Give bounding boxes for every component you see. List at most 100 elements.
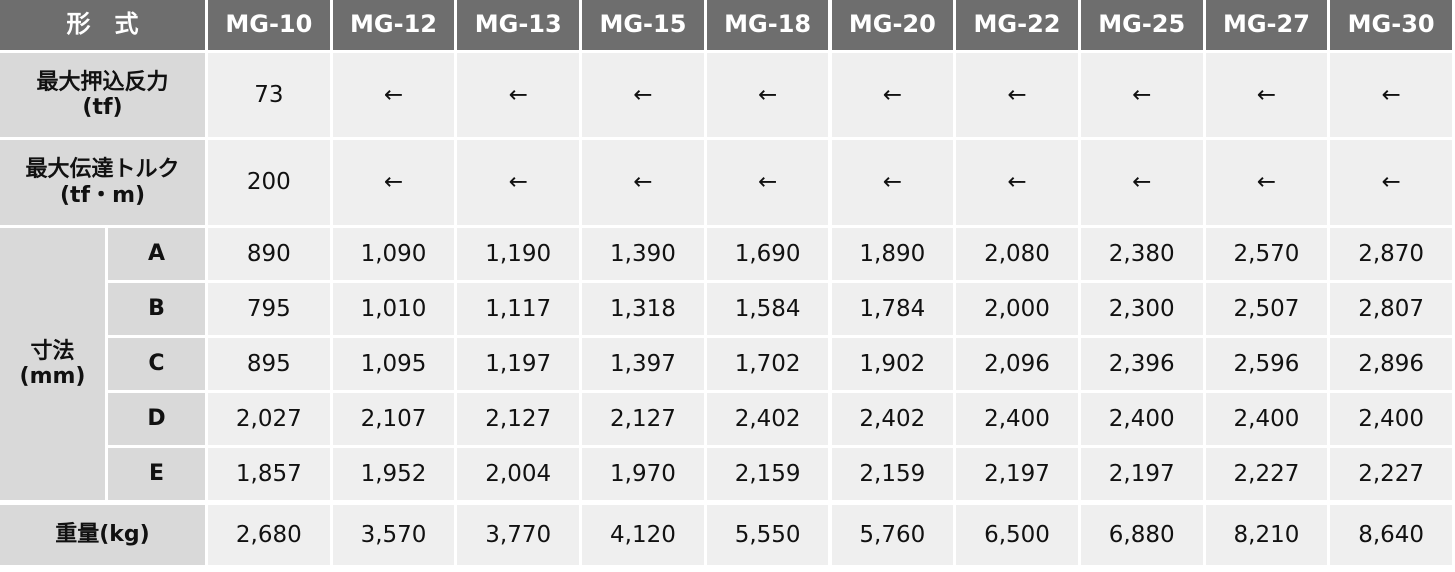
- cell-text: 2,027: [235, 405, 302, 432]
- value-cell: 1,390: [582, 228, 704, 280]
- cell-text: 1,117: [485, 295, 552, 322]
- cell-text: 2,596: [1233, 350, 1300, 377]
- cell-text: ←: [1132, 169, 1152, 196]
- value-cell: 1,784: [831, 283, 954, 335]
- value-cell: ←: [1330, 140, 1452, 225]
- cell-text: 1,690: [734, 240, 801, 267]
- value-cell: 795: [208, 283, 330, 335]
- value-cell: 2,400: [956, 393, 1078, 445]
- header-model: MG-10: [208, 0, 330, 50]
- cell-text: D: [147, 406, 166, 432]
- cell-text: ←: [1381, 169, 1401, 196]
- cell-text: 2,402: [859, 405, 926, 432]
- value-cell: ←: [831, 140, 954, 225]
- cell-text: 2,396: [1108, 350, 1175, 377]
- value-cell: 2,570: [1205, 228, 1328, 280]
- cell-text: 2,127: [610, 405, 676, 432]
- cell-text: 1,952: [360, 460, 427, 487]
- cell-text: ←: [383, 169, 404, 196]
- value-cell: 1,090: [332, 228, 455, 280]
- value-cell: 2,159: [831, 448, 954, 500]
- cell-text: 795: [246, 295, 291, 322]
- value-cell: 3,570: [332, 505, 455, 565]
- value-cell: 2,127: [457, 393, 580, 445]
- value-cell: ←: [457, 53, 580, 137]
- cell-text: 2,227: [1233, 460, 1300, 487]
- cell-text: 73: [254, 81, 284, 108]
- cell-text: 2,107: [360, 405, 427, 432]
- cell-text: ←: [508, 81, 528, 108]
- cell-text: ←: [1007, 81, 1027, 108]
- value-cell: 2,680: [208, 505, 330, 565]
- value-cell: 1,190: [457, 228, 580, 280]
- header-model: MG-18: [706, 0, 829, 50]
- value-cell: 2,159: [706, 448, 829, 500]
- value-cell: 5,550: [706, 505, 829, 565]
- cell-text: (tf): [82, 95, 123, 120]
- value-cell: 1,952: [332, 448, 455, 500]
- value-cell: 2,000: [956, 283, 1078, 335]
- cell-text: 1,190: [485, 240, 552, 267]
- header-label: 形 式: [0, 0, 205, 50]
- cell-text: 2,159: [859, 460, 926, 487]
- value-cell: ←: [1205, 140, 1328, 225]
- cell-text: 2,300: [1108, 295, 1175, 322]
- value-cell: 2,380: [1080, 228, 1203, 280]
- cell-text: 重量(kg): [55, 522, 150, 548]
- cell-text: 890: [246, 240, 291, 267]
- cell-text: 2,400: [984, 405, 1050, 432]
- cell-text: 8,640: [1358, 521, 1425, 548]
- value-cell: 1,010: [332, 283, 455, 335]
- cell-text: ←: [508, 169, 528, 196]
- value-cell: 2,400: [1080, 393, 1203, 445]
- value-cell: 1,584: [706, 283, 829, 335]
- value-cell: 1,397: [582, 338, 704, 390]
- cell-text: ←: [633, 81, 653, 108]
- value-cell: 6,500: [956, 505, 1078, 565]
- value-cell: ←: [1080, 140, 1203, 225]
- cell-text: MG-15: [599, 10, 687, 39]
- value-cell: 4,120: [582, 505, 704, 565]
- value-cell: ←: [332, 140, 455, 225]
- cell-text: E: [148, 461, 165, 487]
- value-cell: ←: [706, 53, 829, 137]
- cell-text: 6,880: [1108, 521, 1175, 548]
- value-cell: 2,197: [1080, 448, 1203, 500]
- value-cell: 2,197: [956, 448, 1078, 500]
- header-model: MG-27: [1205, 0, 1328, 50]
- value-cell: ←: [706, 140, 829, 225]
- cell-text: (tf・m): [59, 182, 146, 208]
- value-cell: ←: [1330, 53, 1452, 137]
- cell-text: 2,400: [1108, 405, 1175, 432]
- cell-text: MG-27: [1222, 10, 1310, 39]
- value-cell: 2,127: [582, 393, 704, 445]
- header-model: MG-22: [956, 0, 1078, 50]
- cell-text: 6,500: [984, 521, 1050, 548]
- value-cell: 2,807: [1330, 283, 1452, 335]
- value-cell: 1,690: [706, 228, 829, 280]
- value-cell: ←: [831, 53, 954, 137]
- value-cell: 5,760: [831, 505, 954, 565]
- value-cell: ←: [332, 53, 455, 137]
- cell-text: ←: [1256, 81, 1277, 108]
- value-cell: ←: [582, 140, 704, 225]
- value-cell: 2,227: [1330, 448, 1452, 500]
- cell-text: 1,902: [859, 350, 926, 377]
- cell-text: 2,400: [1233, 405, 1300, 432]
- value-cell: ←: [956, 53, 1078, 137]
- cell-text: 1,095: [360, 350, 427, 377]
- value-cell: 2,396: [1080, 338, 1203, 390]
- value-cell: 2,870: [1330, 228, 1452, 280]
- cell-text: 2,570: [1233, 240, 1300, 267]
- header-model: MG-30: [1330, 0, 1452, 50]
- cell-text: 2,197: [984, 460, 1050, 487]
- value-cell: 8,640: [1330, 505, 1452, 565]
- value-cell: 1,890: [831, 228, 954, 280]
- cell-text: MG-30: [1347, 10, 1435, 39]
- cell-text: ←: [1256, 169, 1277, 196]
- value-cell: 200: [208, 140, 330, 225]
- sub-label: B: [108, 283, 205, 335]
- cell-text: ←: [882, 169, 902, 196]
- group-label: 寸法 (mm): [0, 228, 105, 500]
- value-cell: 2,027: [208, 393, 330, 445]
